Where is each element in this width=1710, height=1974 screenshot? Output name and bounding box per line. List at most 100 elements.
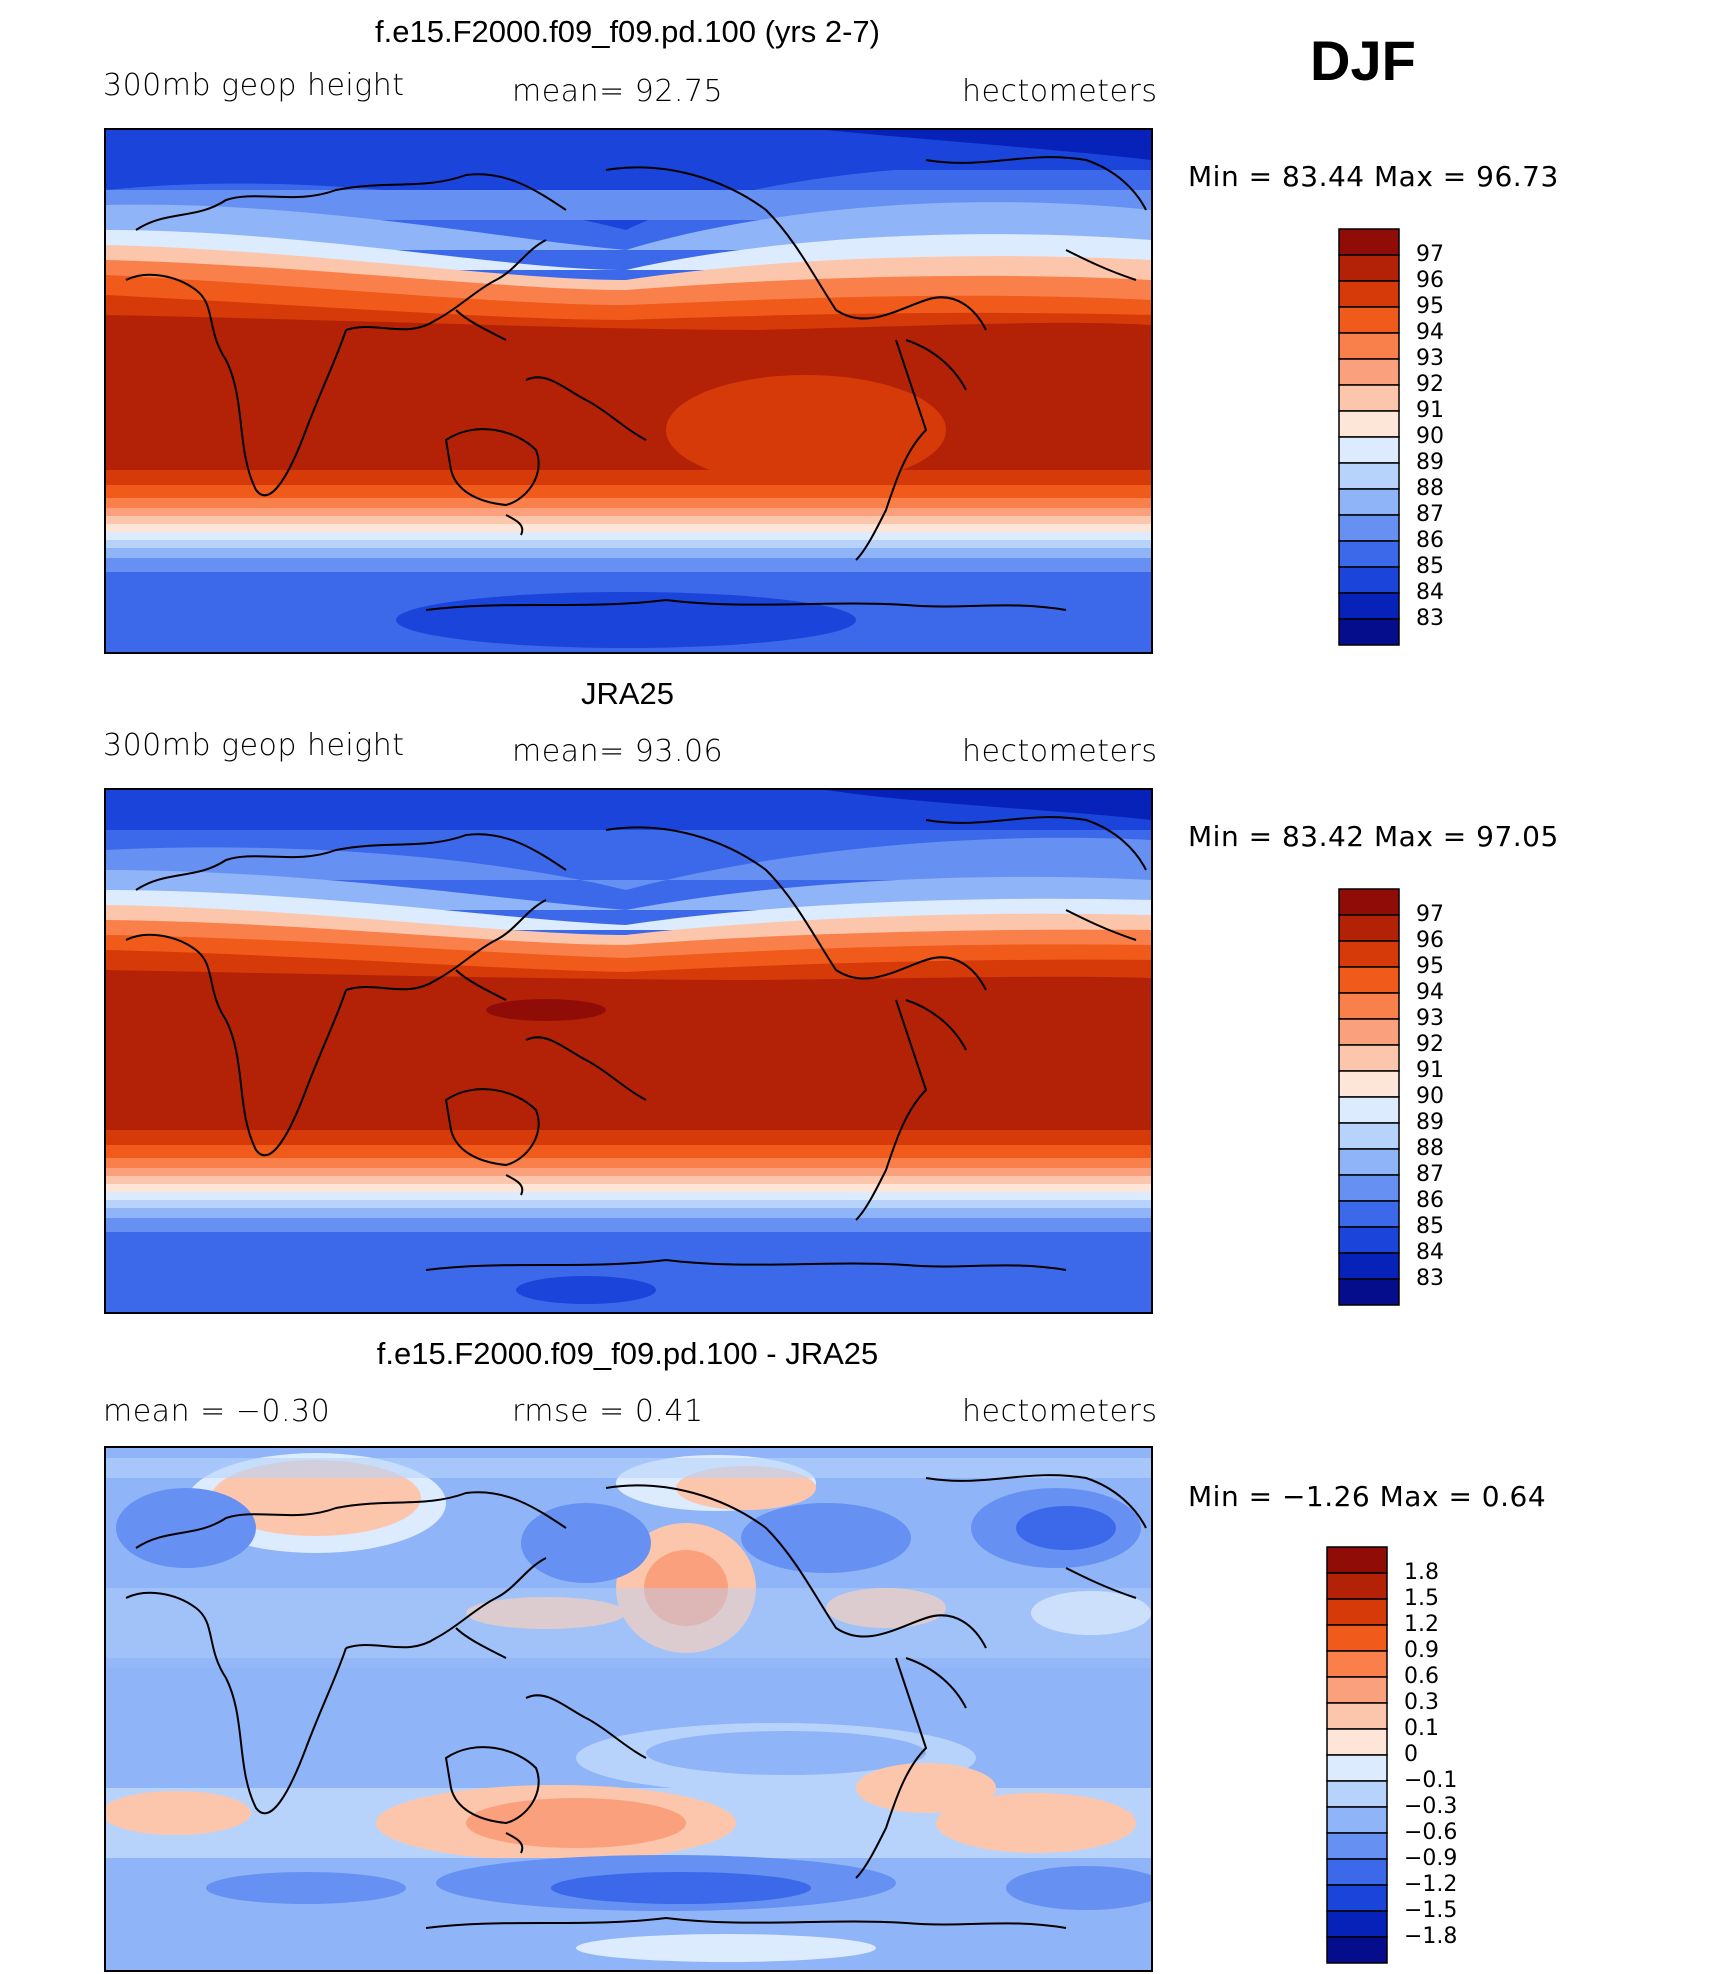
colorbar-swatch [1326,1936,1388,1964]
colorbar-tick-label: 95 [1416,294,1444,319]
colorbar-tick-label: 88 [1416,1136,1444,1161]
colorbar-tick-label: 96 [1416,268,1444,293]
colorbar-tick-label: 0.9 [1404,1638,1439,1663]
colorbar-tick-label: 93 [1416,1006,1444,1031]
panel-2-map [104,788,1153,1314]
panel-2-mean-label: mean= 93.06 [512,734,724,769]
colorbar-swatch [1326,1572,1388,1600]
colorbar-tick-label: −1.5 [1404,1898,1458,1923]
colorbar-swatch [1338,306,1400,334]
colorbar-tick-label: 92 [1416,1032,1444,1057]
colorbar-swatch [1338,940,1400,968]
colorbar-tick-label: 97 [1416,902,1444,927]
colorbar-tick-label: −0.6 [1404,1820,1458,1845]
colorbar-swatch [1338,618,1400,646]
panel-2-title: JRA25 [580,676,675,711]
colorbar-swatch [1338,1018,1400,1046]
panel-2-units-label: hectometers [962,734,1158,769]
colorbar-tick-label: 87 [1416,1162,1444,1187]
colorbar-swatch [1326,1650,1388,1678]
panel-3-minmax: Min = −1.26 Max = 0.64 [1188,1480,1547,1513]
colorbar-swatch [1326,1754,1388,1782]
colorbar-tick-label: 90 [1416,424,1444,449]
colorbar-tick-label: 95 [1416,954,1444,979]
panel-1-units-label: hectometers [962,74,1158,109]
colorbar-swatch [1338,1096,1400,1124]
panel-1-minmax: Min = 83.44 Max = 96.73 [1188,160,1559,193]
colorbar-tick-label: 0.1 [1404,1716,1439,1741]
colorbar-swatch [1326,1702,1388,1730]
colorbar-svg [1338,228,1400,646]
colorbar-swatch [1338,1070,1400,1098]
colorbar-tick-label: 93 [1416,346,1444,371]
colorbar-swatch [1338,254,1400,282]
colorbar-svg [1326,1546,1388,1964]
colorbar-tick-label: 85 [1416,554,1444,579]
colorbar-swatch [1326,1676,1388,1704]
season-label: DJF [1310,29,1416,92]
colorbar-tick-label: 96 [1416,928,1444,953]
colorbar-swatch [1326,1728,1388,1756]
colorbar-swatch [1338,1122,1400,1150]
colorbar-swatch [1326,1858,1388,1886]
colorbar-tick-label: 90 [1416,1084,1444,1109]
colorbar-tick-label: 89 [1416,1110,1444,1135]
colorbar-tick-label: 97 [1416,242,1444,267]
colorbar-tick-label: 88 [1416,476,1444,501]
colorbar-tick-label: −1.2 [1404,1872,1458,1897]
colorbar-tick-label: 84 [1416,580,1444,605]
colorbar-tick-label: 87 [1416,502,1444,527]
panel-1-map [104,128,1153,654]
colorbar-swatch [1326,1546,1388,1574]
colorbar-swatch [1338,1174,1400,1202]
colorbar-swatch [1338,592,1400,620]
panel-3-map [104,1446,1153,1972]
colorbar-swatch [1326,1832,1388,1860]
colorbar-tick-label: 1.8 [1404,1560,1439,1585]
colorbar-swatch [1338,1200,1400,1228]
colorbar-swatch [1326,1910,1388,1938]
colorbar-tick-label: 1.2 [1404,1612,1439,1637]
panel-1-mean-label: mean= 92.75 [512,74,724,109]
colorbar-tick-label: 1.5 [1404,1586,1439,1611]
colorbar-tick-label: 0.3 [1404,1690,1439,1715]
colorbar-tick-label: 92 [1416,372,1444,397]
colorbar-tick-label: 85 [1416,1214,1444,1239]
colorbar-swatch [1326,1806,1388,1834]
colorbar-swatch [1338,1278,1400,1306]
panel-2-minmax: Min = 83.42 Max = 97.05 [1188,820,1559,853]
colorbar-swatch [1338,966,1400,994]
colorbar-swatch [1338,384,1400,412]
colorbar-tick-label: −0.1 [1404,1768,1458,1793]
colorbar-swatch [1338,462,1400,490]
panel-3-mean-label: mean = −0.30 [103,1394,331,1429]
colorbar-tick-label: 83 [1416,1266,1444,1291]
colorbar-swatch [1338,228,1400,256]
colorbar-tick-label: 0.6 [1404,1664,1439,1689]
colorbar-tick-label: 86 [1416,1188,1444,1213]
panel-3-units-label: hectometers [962,1394,1158,1429]
panel-3-rmse-label: rmse = 0.41 [512,1394,704,1429]
colorbar-swatch [1338,358,1400,386]
panel-1-variable-label: 300mb geop height [103,68,405,103]
colorbar-swatch [1338,914,1400,942]
colorbar-swatch [1338,992,1400,1020]
colorbar-swatch [1338,566,1400,594]
colorbar-tick-label: 94 [1416,980,1444,1005]
colorbar-tick-label: 86 [1416,528,1444,553]
colorbar-swatch [1338,280,1400,308]
colorbar-tick-label: 91 [1416,398,1444,423]
colorbar-tick-label: 84 [1416,1240,1444,1265]
panel-1-title: f.e15.F2000.f09_f09.pd.100 (yrs 2-7) [375,14,880,49]
colorbar-tick-label: 0 [1404,1742,1418,1767]
colorbar-tick-label: 83 [1416,606,1444,631]
colorbar-tick-label: 94 [1416,320,1444,345]
colorbar-swatch [1326,1884,1388,1912]
colorbar-tick-label: −0.3 [1404,1794,1458,1819]
colorbar-swatch [1338,1226,1400,1254]
colorbar-swatch [1338,332,1400,360]
colorbar-tick-label: −0.9 [1404,1846,1458,1871]
colorbar-tick-label: 89 [1416,450,1444,475]
colorbar-swatch [1326,1780,1388,1808]
colorbar-swatch [1338,1148,1400,1176]
